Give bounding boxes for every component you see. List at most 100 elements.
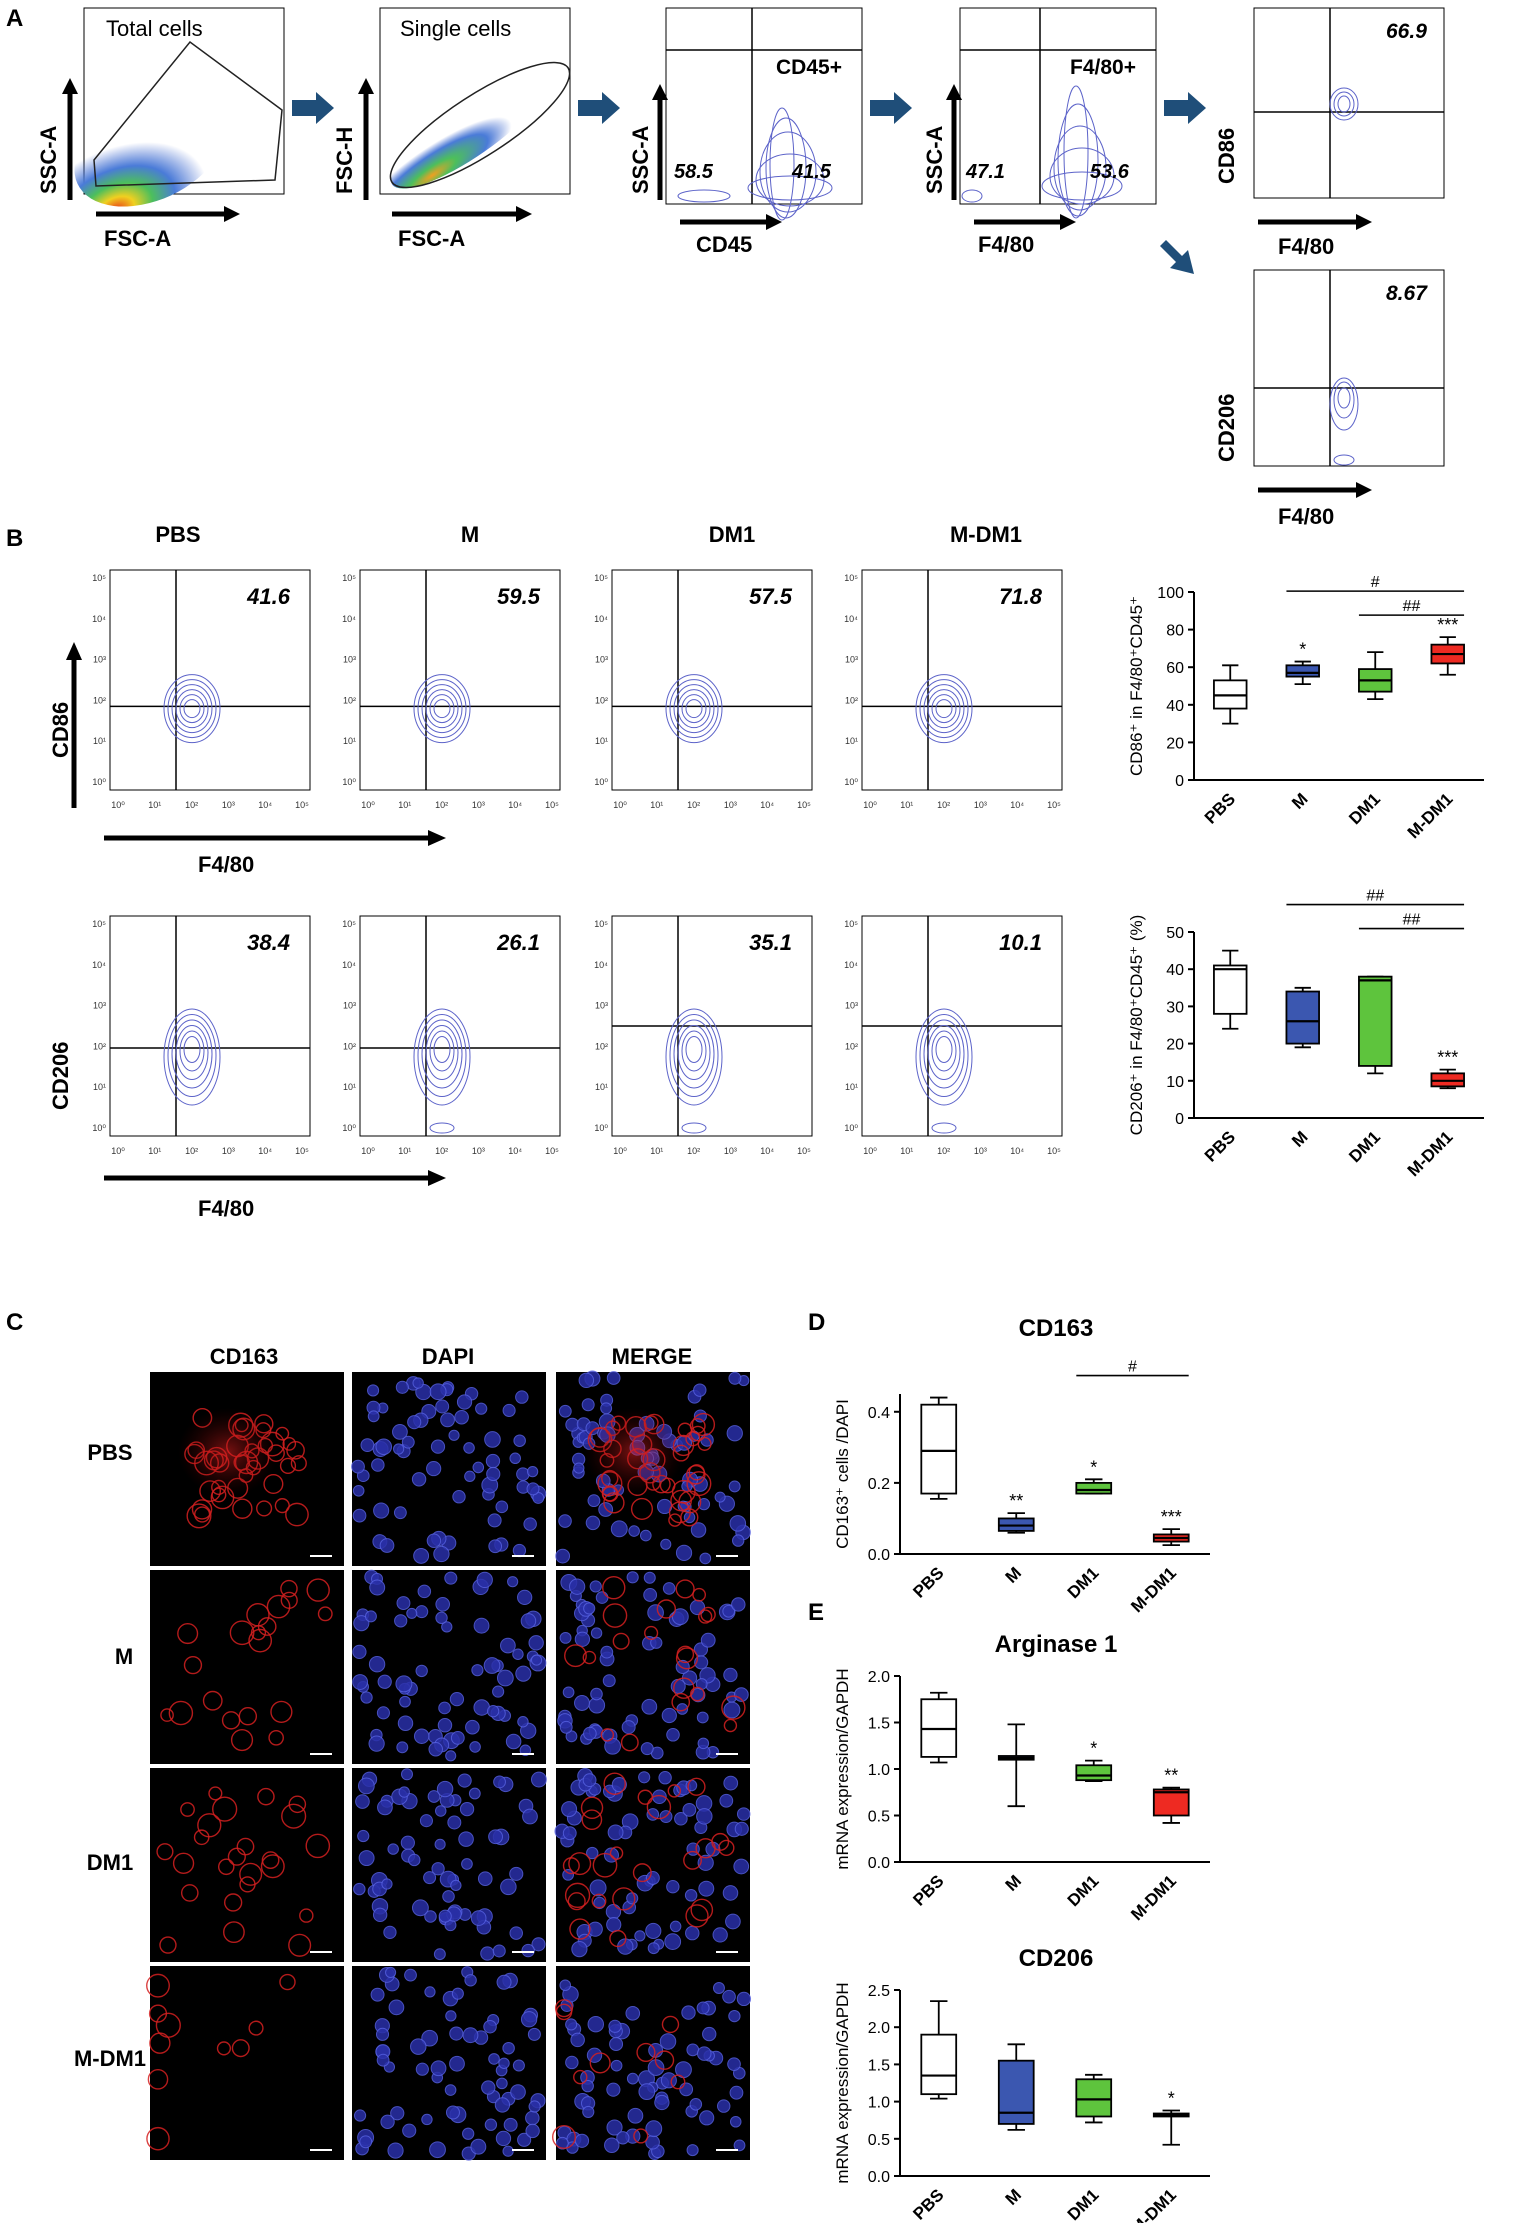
x-tick-label: M [1002,1563,1025,1586]
quadrant-value: 71.8 [999,584,1043,609]
row-label: PBS [87,1440,132,1465]
right-value: 41.5 [791,161,832,183]
x-tick-label: PBS [909,2185,947,2223]
axis-tick-label: 10⁰ [613,1146,627,1156]
x-tick-label: M [1288,789,1311,812]
y-tick-label: 80 [1166,623,1184,640]
micrograph-dm1-dapi [352,1768,547,1962]
axis-tick-label: 10² [687,800,700,810]
axis-tick-label: 10⁵ [92,919,106,929]
axis-tick-label: 10² [435,800,448,810]
x-axis-label: FSC-A [398,226,465,251]
axis-tick-label: 10⁴ [508,1146,522,1156]
box-plot-2: 0.0 0.2 0.4 CD163⁺ cells /DAPI PBS ** M * DM1 ***… [833,1359,1210,1616]
contour-lines [677,107,833,221]
y-tick-label: 20 [1166,1037,1184,1054]
axis-tick-label: 10⁰ [844,1123,858,1133]
box-dm1: * DM1 [1064,1739,1113,1910]
y-axis-label: CD86 [1214,128,1239,184]
axis-tick-label: 10¹ [343,1082,356,1092]
axis-tick-label: 10⁵ [1047,1146,1061,1156]
axis-tick-label: 10¹ [595,1082,608,1092]
axis-tick-label: 10¹ [595,736,608,746]
contour-lines [163,1008,221,1106]
y-tick-label: 0.5 [868,1809,890,1826]
box-m: M [997,1723,1035,1895]
axis-tick-label: 10³ [472,800,485,810]
panel-b-flow: PBS M DM1 M-DM1 41.610⁰10⁰10¹10¹10²10²10… [48,522,1063,1221]
chart-title: Arginase 1 [995,1631,1118,1658]
axis-tick-label: 10⁵ [1047,800,1061,810]
row-label: DM1 [87,1850,133,1875]
significance-star: *** [1437,615,1458,635]
box-pbs: PBS [909,1396,958,1602]
axis-tick-label: 10⁰ [863,1146,877,1156]
y-axis-label: SSC-A [922,125,947,194]
axis-tick-label: 10² [343,1041,356,1051]
axis-tick-label: 10⁵ [342,919,356,929]
box-m: M [1285,986,1320,1151]
x-tick-label: DM1 [1064,2185,1103,2223]
axis-tick-label: 10¹ [650,1146,663,1156]
x-axis-label: F4/80 [198,1196,254,1221]
x-tick-label: M [1288,1127,1311,1150]
y-axis-label: CD86 [48,702,73,758]
y-tick-label: 50 [1166,925,1184,942]
x-axis-label: FSC-A [104,226,171,251]
contour-lines [961,85,1123,219]
column-header: MERGE [612,1344,693,1369]
arrow-icon [292,92,334,124]
contour-lines [413,1008,471,1134]
flow-contour-plot: 71.8 10⁰ 10⁰ 10¹ 10¹ 10² 10² 10³ 10³ 10⁴ 10⁴ 10⁵ 10⁵ [844,569,1063,810]
axis-tick-label: 10⁴ [760,1146,774,1156]
box-m-dm1: * M-DM1 [1127,2089,1190,2223]
axis-tick-label: 10³ [222,1146,235,1156]
axis-tick-label: 10⁵ [295,1146,309,1156]
axis-tick-label: 10³ [724,800,737,810]
axis-tick-label: 10² [595,1041,608,1051]
flow-contour-plot: 59.5 10⁰ 10⁰ 10¹ 10¹ 10² 10² 10³ 10³ 10⁴ 10⁴ 10⁵ 10⁵ [342,569,561,810]
axis-tick-label: 10² [687,1146,700,1156]
panel-letter-a: A [6,5,23,32]
gating-plot-cd206: 8.67 F4/80 CD206 [1214,269,1445,529]
y-tick-label: 0.5 [868,2132,890,2149]
significance-label: # [1371,574,1380,591]
box-pbs: PBS [909,2000,958,2223]
micrograph-pbs-merge [555,1370,751,1566]
axis-tick-label: 10⁵ [797,1146,811,1156]
gate-polygon [93,40,283,187]
scatter-density [390,71,550,189]
axis-tick-label: 10⁰ [361,1146,375,1156]
chart-title: CD163 [1019,1315,1094,1342]
y-axis-label: FSC-H [332,127,357,194]
micrograph-m-dapi [352,1569,547,1764]
axis-tick-label: 10⁰ [863,800,877,810]
micrograph-pbs-dapi [351,1372,547,1566]
axis-tick-label: 10¹ [845,736,858,746]
box-plot-3: 0.0 0.5 1.0 1.5 2.0 mRNA expression/GAPDH PBS M… [833,1668,1210,1924]
gating-plot-cd45: CD45+ 58.5 41.5 CD45 SSC-A [628,7,863,257]
y-axis-label: SSC-A [628,125,653,194]
axis-tick-label: 10⁴ [258,800,272,810]
panel-a-gating: Total cells FSC-A SSC-A Single cells FSC… [36,7,1445,529]
box-pbs: PBS [1201,664,1248,828]
quadrant-value: 10.1 [999,930,1042,955]
axis-tick-label: 10³ [595,1001,608,1011]
axis-tick-label: 10⁴ [1010,1146,1024,1156]
axis-tick-label: 10⁵ [594,919,608,929]
axis-tick-label: 10⁰ [111,800,125,810]
gating-plot-total-cells: Total cells FSC-A SSC-A [36,7,285,251]
axis-tick-label: 10¹ [845,1082,858,1092]
y-axis-label: SSC-A [36,125,61,194]
box-m: M [997,2043,1035,2209]
y-tick-label: 0.4 [868,1405,890,1422]
significance-star: * [1090,1739,1097,1759]
axis-tick-label: 10¹ [650,800,663,810]
box-m-dm1: *** M-DM1 [1404,1048,1465,1180]
micrograph-m-dm1-dapi [352,1966,546,2161]
contour-lines [163,674,221,744]
gate-label: F4/80+ [1070,56,1136,79]
axis-tick-label: 10³ [343,655,356,665]
